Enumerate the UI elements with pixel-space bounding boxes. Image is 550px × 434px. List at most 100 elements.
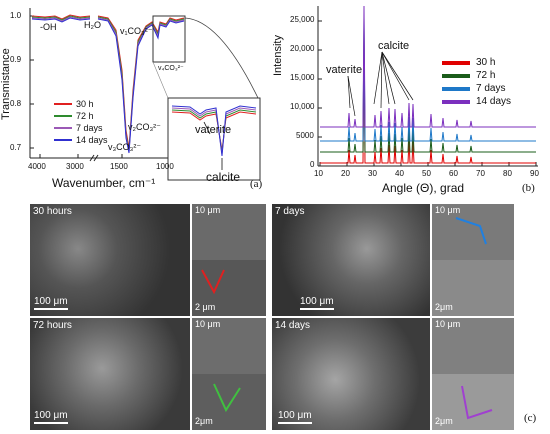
legend-item: 14 days <box>54 134 114 146</box>
xrd-ytick: 15,000 <box>290 73 315 82</box>
legend-label: 7 days <box>476 83 506 94</box>
scale-label: 100 μm <box>278 410 312 421</box>
panel-label-a: (a) <box>250 178 263 190</box>
ftir-ytick: 0.7 <box>10 143 22 152</box>
scale-label: 2μm <box>435 416 453 426</box>
sem-image-72h-zoom-top: 10 μm <box>192 318 266 374</box>
sem-image-7d-zoom-top: 10 μm <box>432 204 514 260</box>
ftir-xtick: 3000 <box>66 162 84 171</box>
xrd-ylabel: Intensity <box>272 35 284 76</box>
scale-label: 2μm <box>435 302 453 312</box>
legend-item: 7 days <box>442 82 542 95</box>
legend-swatch <box>442 73 470 78</box>
scale-label: 10 μm <box>435 319 461 329</box>
vaterite-annotation: vaterite <box>195 124 232 136</box>
sem-image-7d-main: 7 days 100 μm <box>272 204 430 316</box>
legend-label: 14 days <box>76 135 108 145</box>
xrd-ytick: 20,000 <box>290 44 315 53</box>
xrd-xlabel: Angle (Θ), grad <box>382 181 465 195</box>
sem-image-14d-zoom-bottom: 2μm <box>432 374 514 430</box>
legend-swatch <box>442 86 470 91</box>
scale-label: 10 μm <box>435 205 461 215</box>
scale-bar <box>278 422 312 424</box>
ftir-ytick: 0.8 <box>10 99 22 108</box>
xrd-series-14d <box>320 5 536 128</box>
scale-label: 2 μm <box>195 302 216 312</box>
xrd-vaterite-annotation: vaterite <box>326 64 363 76</box>
sem-image-30h-zoom-bottom: 2 μm <box>192 260 266 316</box>
ftir-series-14d <box>31 17 91 23</box>
xrd-plot <box>317 5 538 167</box>
sem-title: 30 hours <box>33 206 72 217</box>
v4-annotation: v₄CO₃²⁻ <box>158 65 184 72</box>
xrd-xtick: 90 <box>530 169 539 178</box>
scale-bar <box>300 308 334 310</box>
legend-label: 72 h <box>76 111 94 121</box>
legend-swatch <box>442 99 470 104</box>
ftir-ytick: 0.9 <box>10 55 22 64</box>
sem-image-7d-zoom-bottom: 2μm <box>432 260 514 316</box>
legend-label: 7 days <box>76 123 103 133</box>
scale-label: 10 μm <box>195 205 221 215</box>
scale-label: 10 μm <box>195 319 221 329</box>
xrd-ytick: 5000 <box>296 131 314 140</box>
xrd-ytick: 10,000 <box>290 102 315 111</box>
legend-swatch <box>54 103 72 105</box>
v2-annotation: v₂CO₃²⁻ <box>128 122 161 132</box>
ftir-ylabel: Transmistance <box>0 48 12 120</box>
legend-item: 30 h <box>54 98 114 110</box>
xrd-xtick: 30 <box>368 169 377 178</box>
ftir-xtick: 1000 <box>156 162 174 171</box>
scale-label: 2μm <box>195 416 213 426</box>
ftir-panel: 1.0 0.9 0.8 0.7 4000 3000 1500 1000 Tran… <box>0 0 270 200</box>
panel-label-c: (c) <box>524 412 537 424</box>
ftir-xtick: 4000 <box>28 162 46 171</box>
xrd-xtick: 40 <box>395 169 404 178</box>
legend-label: 14 days <box>476 96 512 107</box>
legend-swatch <box>442 60 470 65</box>
legend-item: 14 days <box>442 95 542 108</box>
sem-image-72h-zoom-bottom: 2μm <box>192 374 266 430</box>
sem-image-30h-main: 30 hours 100 μm <box>30 204 190 316</box>
ftir-xlabel: Wavenumber, cm⁻¹ <box>52 176 156 190</box>
legend-item: 72 h <box>54 110 114 122</box>
ftir-plot <box>29 8 261 181</box>
oh-annotation: -OH <box>40 22 57 32</box>
calcite-annotation: calcite <box>206 170 241 184</box>
scale-label: 100 μm <box>34 296 68 307</box>
xrd-xtick: 20 <box>341 169 350 178</box>
sem-title: 7 days <box>275 206 305 217</box>
sem-title: 14 days <box>275 320 311 331</box>
ftir-series-72h <box>31 15 91 21</box>
panel-label-b: (b) <box>522 182 535 194</box>
ftir-ytick: 1.0 <box>10 11 22 20</box>
h2o-annotation: H₂O <box>84 20 101 30</box>
legend-swatch <box>54 115 72 117</box>
xrd-legend: 30 h 72 h 7 days 14 days <box>442 56 542 108</box>
sem-image-72h-main: 72 hours 100 μm <box>30 318 190 430</box>
scale-bar <box>34 308 68 310</box>
ftir-legend: 30 h 72 h 7 days 14 days <box>54 98 114 146</box>
xrd-xtick: 60 <box>449 169 458 178</box>
xrd-panel: 0 5000 10,000 15,000 20,000 25,000 10 20… <box>270 0 550 200</box>
xrd-xtick: 80 <box>503 169 512 178</box>
ftir-xtick: 1500 <box>110 162 128 171</box>
sem-title: 72 hours <box>33 320 72 331</box>
legend-item: 7 days <box>54 122 114 134</box>
scale-label: 100 μm <box>300 296 334 307</box>
xrd-xtick: 50 <box>422 169 431 178</box>
sem-image-14d-main: 14 days 100 μm <box>272 318 430 430</box>
sem-image-30h-zoom-top: 10 μm <box>192 204 266 260</box>
xrd-xtick: 10 <box>314 169 323 178</box>
sem-image-14d-zoom-top: 10 μm <box>432 318 514 374</box>
sem-panel: 30 hours 100 μm 10 μm 2 μm 7 days 100 μm… <box>30 204 550 434</box>
ftir-series-30h <box>31 14 91 20</box>
v1-annotation: v₁CO₃²⁻ <box>120 26 153 36</box>
xrd-xtick: 70 <box>476 169 485 178</box>
legend-swatch <box>54 127 72 129</box>
legend-label: 72 h <box>476 70 496 81</box>
v3-annotation: v₃CO₃²⁻ <box>108 142 142 152</box>
legend-label: 30 h <box>476 57 496 68</box>
scale-bar <box>34 422 68 424</box>
legend-label: 30 h <box>76 99 94 109</box>
